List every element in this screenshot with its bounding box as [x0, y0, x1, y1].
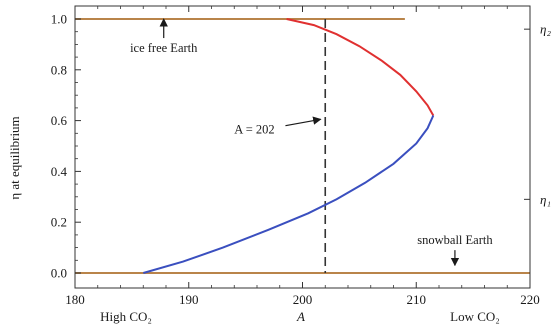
axes-layer: [74, 5, 531, 289]
x-tick-label-190: 190: [179, 292, 199, 307]
y-tick-label-0.6: 0.6: [51, 113, 68, 128]
text-layer: η at equilibrium A High CO₂ Low CO₂ 180 1…: [7, 12, 551, 325]
annotation-label-0: ice free Earth: [130, 41, 198, 55]
y-tick-label-0.2: 0.2: [51, 215, 67, 230]
x-tick-label-220: 220: [520, 292, 540, 307]
x-tick-label-200: 200: [293, 292, 313, 307]
annotation-label-1: A = 202: [234, 122, 274, 136]
high-co2-label: High CO₂: [100, 309, 152, 324]
x-tick-label-210: 210: [407, 292, 427, 307]
y-tick-label-0.4: 0.4: [51, 164, 68, 179]
right-tick-label-1: η₁: [540, 192, 551, 207]
y-tick-label-1.0: 1.0: [51, 12, 67, 27]
right-tick-label-0: η₂: [540, 22, 551, 37]
y-axis-label: η at equilibrium: [7, 116, 22, 199]
series-curve-blue: [143, 115, 435, 274]
annotation-arrow-1: [285, 116, 322, 127]
low-co2-label: Low CO₂: [450, 309, 500, 324]
annotation-label-2: snowball Earth: [417, 233, 493, 247]
x-axis-label: A: [296, 309, 305, 324]
data-layer: [75, 18, 530, 274]
x-tick-label-180: 180: [65, 292, 85, 307]
series-curve-red: [286, 18, 435, 116]
y-tick-label-0.0: 0.0: [51, 266, 67, 281]
y-tick-label-0.8: 0.8: [51, 62, 67, 77]
